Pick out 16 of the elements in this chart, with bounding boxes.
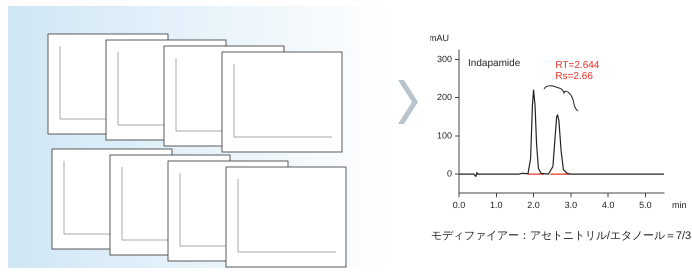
y-tick-label: 100	[436, 130, 452, 140]
x-tick-label: 3.0	[564, 200, 578, 210]
text: モディファイアー：アセトニトリル/エタノール＝7/3	[430, 229, 692, 244]
annotation: Rs=2.66	[555, 70, 594, 82]
x-tick-label: 1.0	[490, 200, 503, 210]
y-tick-label: 300	[436, 54, 452, 64]
x-axis-title: min	[672, 200, 687, 210]
x-tick-label: 2.0	[527, 200, 540, 210]
x-tick-label: 0.0	[452, 200, 466, 210]
x-tick-label: 5.0	[639, 200, 652, 210]
y-tick-label: 200	[436, 92, 452, 102]
y-tick-label: 0	[447, 168, 452, 179]
y-axis-title: mAU	[429, 32, 450, 43]
x-tick-label: 4.0	[602, 200, 614, 210]
annotation: RT=2.644	[555, 60, 600, 71]
annotation: Indapamide	[468, 58, 521, 69]
